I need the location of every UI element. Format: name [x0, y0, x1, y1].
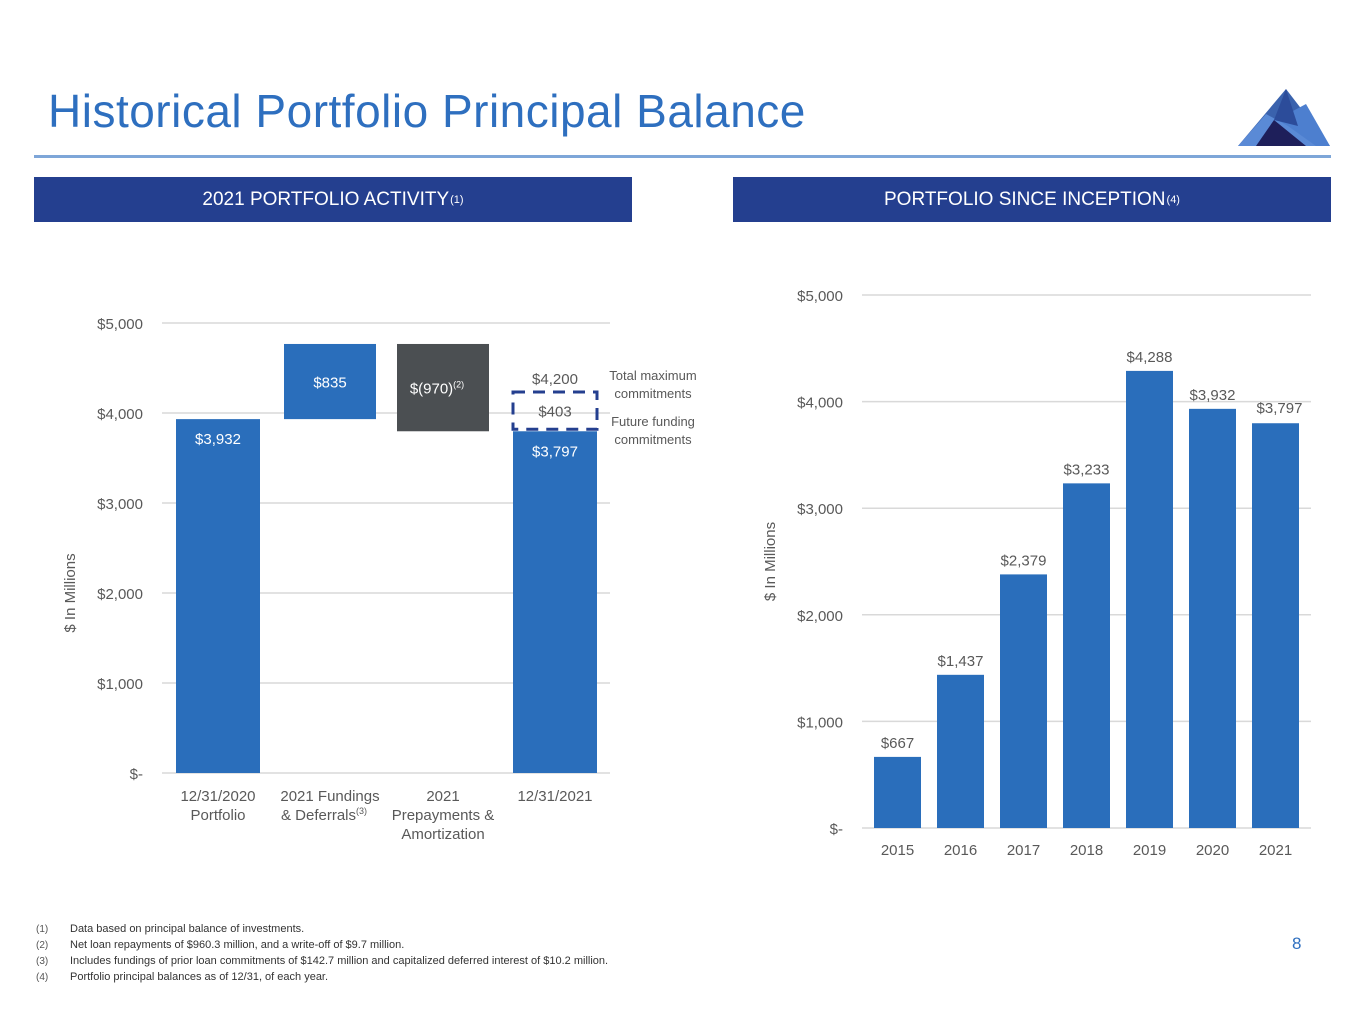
footnote: (4) Portfolio principal balances as of 12… [36, 969, 608, 985]
bar [937, 674, 984, 828]
footnote-number: (3) [36, 955, 49, 967]
y-axis-title: $ In Millions [762, 522, 779, 601]
annotation-text: commitments [614, 386, 692, 401]
section-header-label: 2021 PORTFOLIO ACTIVITY [202, 188, 450, 210]
annotation-text: Total maximum [609, 368, 696, 383]
x-tick-label: 12/31/2021 [517, 788, 592, 805]
y-tick-label: $5,000 [797, 288, 843, 305]
footnote-number: (4) [36, 971, 49, 983]
bar [513, 431, 597, 773]
footnote-text: Portfolio principal balances as of 12/31… [70, 971, 329, 983]
data-label: $2,379 [1001, 552, 1047, 569]
annotation-text: Future funding [611, 414, 695, 429]
bar [1126, 370, 1173, 828]
y-tick-label: $4,000 [97, 406, 143, 423]
footnote-text: Net loan repayments of $960.3 million, a… [70, 939, 405, 951]
x-tick-label: 2016 [944, 842, 977, 859]
annotation-text: commitments [614, 432, 692, 447]
y-tick-label: $2,000 [797, 608, 843, 625]
x-tick-label: 2021 [426, 788, 459, 805]
title-divider [34, 155, 1331, 158]
page-title: Historical Portfolio Principal Balance [48, 85, 806, 137]
data-label: $667 [881, 735, 914, 752]
footnotes: (1) Data based on principal balance of in… [36, 921, 608, 985]
x-tick-label: Portfolio [190, 807, 245, 824]
data-label: $4,288 [1127, 349, 1173, 366]
footnote: (2) Net loan repayments of $960.3 million… [36, 937, 608, 953]
bar [874, 756, 921, 828]
x-tick-label: & Deferrals(3) [281, 806, 367, 824]
x-tick-label: Prepayments & [392, 807, 495, 824]
x-tick-label: 2018 [1070, 842, 1103, 859]
data-label: $3,797 [532, 443, 578, 460]
y-tick-label: $3,000 [97, 496, 143, 513]
footnote-ref: (1) [450, 193, 464, 206]
y-tick-label: $5,000 [97, 316, 143, 333]
y-tick-label: $3,000 [797, 501, 843, 518]
bar [1063, 483, 1110, 828]
footnote-text: Data based on principal balance of inves… [70, 923, 305, 935]
footnote-ref: (4) [1166, 193, 1180, 206]
section-header-label: PORTFOLIO SINCE INCEPTION [884, 188, 1166, 210]
x-tick-label: 2015 [881, 842, 914, 859]
x-tick-label: 12/31/2020 [180, 788, 255, 805]
data-label: $3,932 [1190, 387, 1236, 404]
x-tick-label: 2020 [1196, 842, 1229, 859]
y-tick-label: $- [130, 766, 143, 783]
future-funding-box [511, 390, 599, 431]
section-header-since-inception: PORTFOLIO SINCE INCEPTION (4) [733, 177, 1331, 222]
future-funding-label: $403 [538, 404, 571, 421]
page-number: 8 [1292, 934, 1302, 953]
x-tick-label: 2021 Fundings [280, 788, 379, 805]
x-tick-label: 2019 [1133, 842, 1166, 859]
data-label: $1,437 [938, 653, 984, 670]
y-tick-label: $2,000 [97, 586, 143, 603]
footnote: (3) Includes fundings of prior loan commi… [36, 953, 608, 969]
footnote-number: (2) [36, 939, 49, 951]
y-tick-label: $1,000 [797, 714, 843, 731]
bar [176, 419, 260, 773]
footnote: (1) Data based on principal balance of in… [36, 921, 608, 937]
data-label: $3,233 [1064, 461, 1110, 478]
mountain-logo-icon [1238, 89, 1330, 146]
bar [1252, 423, 1299, 828]
bar [1000, 574, 1047, 828]
x-tick-label: 2021 [1259, 842, 1292, 859]
bar [1189, 408, 1236, 828]
y-tick-label: $- [830, 821, 843, 838]
total-commitments-label: $4,200 [532, 371, 578, 388]
x-tick-label: Amortization [401, 826, 484, 843]
bar [397, 343, 489, 432]
data-label: $3,797 [1257, 400, 1303, 417]
bar [284, 343, 376, 420]
y-tick-label: $4,000 [797, 395, 843, 412]
y-tick-label: $1,000 [97, 676, 143, 693]
x-tick-label: 2017 [1007, 842, 1040, 859]
section-header-portfolio-activity: 2021 PORTFOLIO ACTIVITY (1) [34, 177, 632, 222]
footnote-text: Includes fundings of prior loan commitme… [70, 955, 609, 967]
footnote-number: (1) [36, 923, 49, 935]
y-axis-title: $ In Millions [62, 553, 79, 632]
data-label: $835 [313, 375, 346, 392]
data-label: $3,932 [195, 431, 241, 448]
data-label: $(970)(2) [410, 380, 464, 398]
